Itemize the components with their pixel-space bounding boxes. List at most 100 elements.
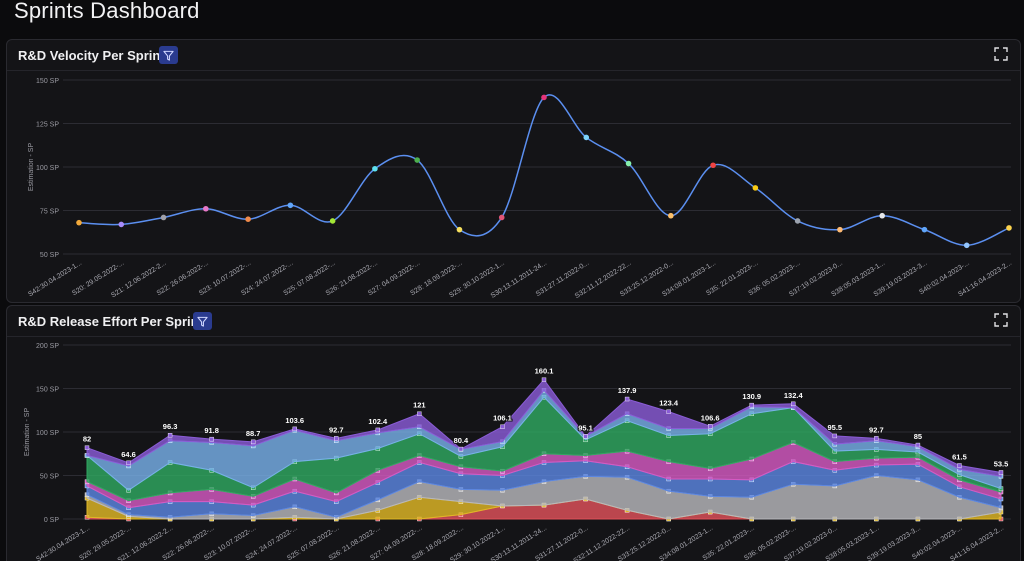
page-title: Sprints Dashboard (14, 0, 200, 23)
velocity-data-point[interactable] (498, 214, 505, 221)
velocity-y-axis-label: Estimation - SP (28, 143, 35, 192)
release-total-label: 80.4 (454, 436, 469, 445)
velocity-data-point[interactable] (414, 157, 420, 163)
filter-icon (197, 316, 208, 327)
velocity-data-point[interactable] (921, 226, 928, 233)
release-data-point[interactable] (749, 402, 754, 408)
velocity-data-point[interactable] (287, 202, 294, 209)
release-series-area (86, 378, 1002, 477)
release-total-label: 160.1 (535, 367, 554, 376)
release-filter-button[interactable] (193, 312, 212, 330)
release-data-point[interactable] (84, 445, 90, 450)
release-total-label: 130.9 (742, 392, 761, 401)
release-data-point[interactable] (126, 460, 131, 465)
release-data-point[interactable] (666, 409, 671, 414)
velocity-y-tick-label: 50 SP (40, 252, 59, 259)
release-data-point[interactable] (915, 442, 921, 448)
release-data-point[interactable] (250, 439, 256, 445)
release-data-point[interactable] (998, 470, 1004, 475)
release-data-point[interactable] (334, 436, 339, 441)
expand-icon (994, 313, 1008, 327)
release-y-tick-label: 50 SP (40, 474, 59, 481)
release-total-label: 96.3 (163, 422, 178, 431)
velocity-data-point[interactable] (372, 165, 378, 172)
velocity-y-tick-label: 125 SP (36, 122, 59, 129)
release-total-label: 92.7 (869, 425, 884, 434)
velocity-data-point[interactable] (118, 221, 125, 228)
release-total-label: 102.4 (368, 417, 388, 426)
velocity-panel: R&D Velocity Per Sprint 50 SP 75 SP 100 SP… (6, 39, 1021, 303)
velocity-series-line (78, 94, 1010, 247)
release-total-label: 137.9 (618, 386, 637, 395)
release-data-point[interactable] (375, 427, 381, 433)
release-total-label: 103.6 (285, 416, 304, 425)
release-total-label: 92.7 (329, 425, 344, 434)
release-expand-button[interactable] (994, 313, 1010, 329)
release-total-label: 53.5 (994, 459, 1009, 468)
velocity-y-tick-label: 100 SP (36, 165, 59, 172)
release-data-point[interactable] (832, 433, 838, 439)
release-total-label: 64.6 (121, 450, 136, 459)
release-y-tick-label: 100 SP (36, 430, 59, 437)
release-data-point[interactable] (417, 411, 422, 416)
velocity-data-point[interactable] (329, 218, 336, 224)
velocity-data-point[interactable] (203, 205, 209, 212)
release-panel: R&D Release Effort Per Sprint 0 SP 50 SP 1… (6, 305, 1021, 561)
velocity-panel-title: R&D Velocity Per Sprint (18, 48, 165, 63)
release-total-label: 123.4 (659, 399, 679, 408)
release-total-label: 95.1 (578, 423, 593, 432)
velocity-data-point[interactable] (583, 134, 590, 141)
velocity-data-point[interactable] (456, 226, 463, 233)
release-chart: 0 SP 50 SP 100 SP 150 SP 200 SP Estimation - … (24, 343, 1011, 561)
velocity-chart: 50 SP 75 SP 100 SP 125 SP 150 SP Estimation -… (27, 78, 1013, 300)
release-total-label: 82 (83, 435, 91, 444)
velocity-y-tick-label: 75 SP (40, 209, 59, 216)
velocity-panel-header: R&D Velocity Per Sprint (7, 40, 1020, 71)
velocity-data-point[interactable] (541, 94, 547, 101)
release-data-point[interactable] (458, 446, 464, 452)
release-data-point[interactable] (624, 396, 630, 402)
release-data-point[interactable] (583, 434, 588, 439)
velocity-data-point[interactable] (625, 160, 632, 167)
release-data-point[interactable] (791, 401, 796, 407)
velocity-data-point[interactable] (245, 216, 251, 222)
release-total-label: 91.8 (204, 426, 219, 435)
velocity-data-point[interactable] (1006, 225, 1012, 231)
velocity-data-point[interactable] (752, 185, 759, 191)
velocity-data-point[interactable] (160, 214, 167, 221)
velocity-expand-button[interactable] (994, 47, 1010, 63)
velocity-data-point[interactable] (794, 218, 801, 224)
velocity-data-point[interactable] (668, 212, 674, 219)
release-panel-title: R&D Release Effort Per Sprint (18, 314, 203, 329)
release-total-label: 121 (413, 401, 426, 410)
release-panel-header: R&D Release Effort Per Sprint (7, 306, 1020, 337)
velocity-y-tick-label: 150 SP (36, 78, 59, 85)
release-y-tick-label: 200 SP (36, 343, 59, 350)
release-total-label: 106.6 (701, 413, 720, 422)
release-data-point[interactable] (500, 424, 505, 429)
velocity-data-point[interactable] (76, 219, 82, 226)
release-total-label: 106.1 (493, 414, 512, 423)
release-y-tick-label: 150 SP (36, 387, 59, 394)
release-data-point[interactable] (957, 463, 962, 468)
release-data-point[interactable] (541, 377, 547, 382)
velocity-data-point[interactable] (879, 212, 885, 219)
release-total-label: 95.5 (828, 423, 843, 432)
release-y-tick-label: 0 SP (44, 517, 60, 524)
release-data-point[interactable] (707, 424, 713, 429)
release-data-point[interactable] (209, 436, 214, 442)
release-total-label: 132.4 (784, 391, 804, 400)
release-y-axis-label: Estimation - SP (24, 408, 31, 457)
release-data-point[interactable] (874, 436, 879, 441)
release-total-label: 88.7 (246, 429, 261, 438)
velocity-data-point[interactable] (963, 242, 970, 249)
release-data-point[interactable] (167, 433, 173, 438)
velocity-filter-button[interactable] (159, 46, 178, 64)
expand-icon (994, 47, 1008, 61)
velocity-data-point[interactable] (837, 226, 843, 233)
release-total-label: 85 (914, 432, 922, 441)
filter-icon (163, 50, 174, 61)
release-data-point[interactable] (292, 426, 297, 432)
release-total-label: 61.5 (952, 452, 967, 461)
velocity-data-point[interactable] (710, 162, 716, 169)
